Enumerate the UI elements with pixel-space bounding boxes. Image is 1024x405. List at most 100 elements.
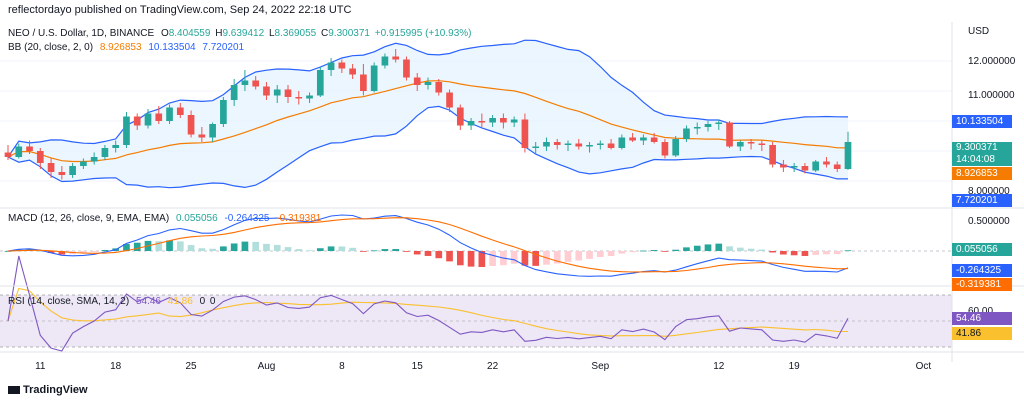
macd-line-value: -0.264325 <box>224 213 270 224</box>
ohlc-open: 8.404559 <box>168 28 211 39</box>
bb-label: BB (20, close, 2, 0) <box>8 42 94 53</box>
candle-body-57 <box>618 137 626 148</box>
macd-hist-bar-33 <box>360 251 367 252</box>
countdown-badge: 14:04:08 <box>952 154 1012 166</box>
ohlc-l-label: L <box>268 28 275 39</box>
time-tick-4: 8 <box>339 361 345 372</box>
macd-hist-bar-30 <box>327 246 335 251</box>
candle-body-6 <box>69 166 76 175</box>
macd-hist-bar-39 <box>424 251 432 256</box>
time-axis[interactable]: 11 18 25 Aug 8 15 22 Sep 12 19 Oct <box>35 361 931 372</box>
candle-body-2 <box>26 146 33 151</box>
tradingview-logo-icon <box>8 386 20 395</box>
time-tick-8: 12 <box>713 361 725 372</box>
candle-body-53 <box>575 143 583 147</box>
candle-body-46 <box>500 118 507 123</box>
close-price-badge: 9.300371 <box>952 142 1012 154</box>
macd-line-badge: -0.264325 <box>952 264 1012 277</box>
macd-hist-bar-77 <box>833 251 841 255</box>
candle-body-76 <box>823 161 830 165</box>
macd-signal-value: -0.319381 <box>276 213 322 224</box>
macd-hist-bar-48 <box>521 251 529 266</box>
rsi-badge: 54.46 <box>952 312 1012 325</box>
macd-hist-bar-67 <box>726 246 733 251</box>
candle-body-42 <box>456 107 464 126</box>
candle-body-15 <box>166 107 173 121</box>
candle-body-68 <box>736 142 744 147</box>
macd-hist-bar-7 <box>80 251 87 254</box>
time-tick-3: Aug <box>258 361 276 372</box>
candle-body-51 <box>553 142 561 145</box>
time-tick-6: 22 <box>487 361 499 372</box>
candle-body-16 <box>176 107 184 115</box>
time-tick-5: 15 <box>412 361 424 372</box>
candle-body-50 <box>543 142 550 147</box>
bb-upper-badge: 10.133504 <box>952 115 1012 128</box>
macd-hist-bar-52 <box>564 251 572 262</box>
candle-body-75 <box>812 161 820 171</box>
candle-body-73 <box>790 166 798 168</box>
macd-hist-bar-8 <box>90 251 98 252</box>
macd-hist-bar-72 <box>780 251 787 255</box>
macd-hist-bar-0 <box>4 251 12 252</box>
macd-hist-bar-25 <box>273 244 281 251</box>
tradingview-logo-text: TradingView <box>23 384 88 396</box>
macd-label: MACD (12, 26, close, 9, EMA, EMA) <box>8 213 170 224</box>
time-tick-9: 19 <box>789 361 801 372</box>
macd-hist-badge: 0.055056 <box>952 243 1012 256</box>
macd-hist-bar-37 <box>403 251 410 252</box>
macd-hist-bar-55 <box>596 251 604 258</box>
macd-hist-bar-38 <box>413 251 421 255</box>
candle-body-39 <box>424 82 432 85</box>
candle-body-74 <box>801 166 809 171</box>
candle-body-33 <box>360 74 367 91</box>
candle-body-61 <box>661 142 669 156</box>
macd-hist-bar-14 <box>155 241 163 251</box>
macd-hist-bar-42 <box>456 251 464 266</box>
macd-hist-bar-27 <box>295 249 303 251</box>
chart-canvas[interactable]: 11 18 25 Aug 8 15 22 Sep 12 19 Oct <box>0 22 1024 382</box>
time-tick-10: Oct <box>916 361 932 372</box>
bb-basis-value: 8.926853 <box>99 42 142 53</box>
macd-hist-bar-26 <box>284 247 292 251</box>
macd-hist-bar-68 <box>736 247 744 251</box>
candle-body-58 <box>629 137 636 141</box>
rsi-ma-line <box>7 287 848 337</box>
tradingview-logo[interactable]: TradingView <box>8 384 88 396</box>
bb-upper-value: 10.133504 <box>148 42 196 53</box>
candle-body-17 <box>187 115 195 135</box>
ohlc-o-label: O <box>160 28 169 39</box>
macd-hist-bar-21 <box>230 243 238 251</box>
macd-hist-bar-51 <box>553 251 561 264</box>
macd-hist-bar-69 <box>747 248 755 251</box>
bb-basis-badge: 8.926853 <box>952 167 1012 180</box>
candle-body-28 <box>306 95 313 99</box>
bb-fill <box>8 40 848 188</box>
candle-body-62 <box>672 139 680 156</box>
candle-body-25 <box>273 89 281 96</box>
macd-hist-bar-34 <box>370 250 378 252</box>
candle-body-64 <box>693 127 701 129</box>
macd-hist-bar-57 <box>618 251 626 254</box>
rsi-line <box>7 255 849 352</box>
macd-tick: 0.500000 <box>968 216 1010 227</box>
price-pane[interactable] <box>4 39 852 189</box>
macd-hist-bar-45 <box>489 251 496 266</box>
macd-hist-bar-65 <box>704 244 712 251</box>
candle-body-14 <box>155 113 163 121</box>
macd-hist-bar-12 <box>133 242 141 251</box>
candle-body-55 <box>596 143 604 145</box>
macd-hist-bar-56 <box>607 251 615 256</box>
candle-body-70 <box>758 143 766 145</box>
macd-hist-bar-17 <box>187 245 195 251</box>
candle-body-8 <box>90 157 98 162</box>
macd-hist-bar-23 <box>252 241 260 251</box>
candle-body-0 <box>4 152 12 157</box>
macd-hist-bar-75 <box>812 251 820 255</box>
rsi-pane[interactable] <box>0 255 952 352</box>
macd-pane[interactable] <box>0 214 952 277</box>
candle-body-59 <box>640 137 647 141</box>
candle-body-19 <box>209 124 216 138</box>
candle-body-35 <box>381 56 389 66</box>
candle-body-54 <box>586 145 593 147</box>
